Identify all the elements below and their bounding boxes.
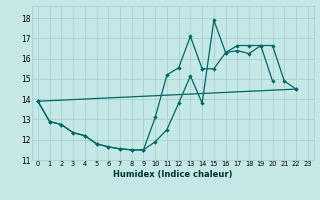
X-axis label: Humidex (Indice chaleur): Humidex (Indice chaleur) xyxy=(113,170,233,179)
